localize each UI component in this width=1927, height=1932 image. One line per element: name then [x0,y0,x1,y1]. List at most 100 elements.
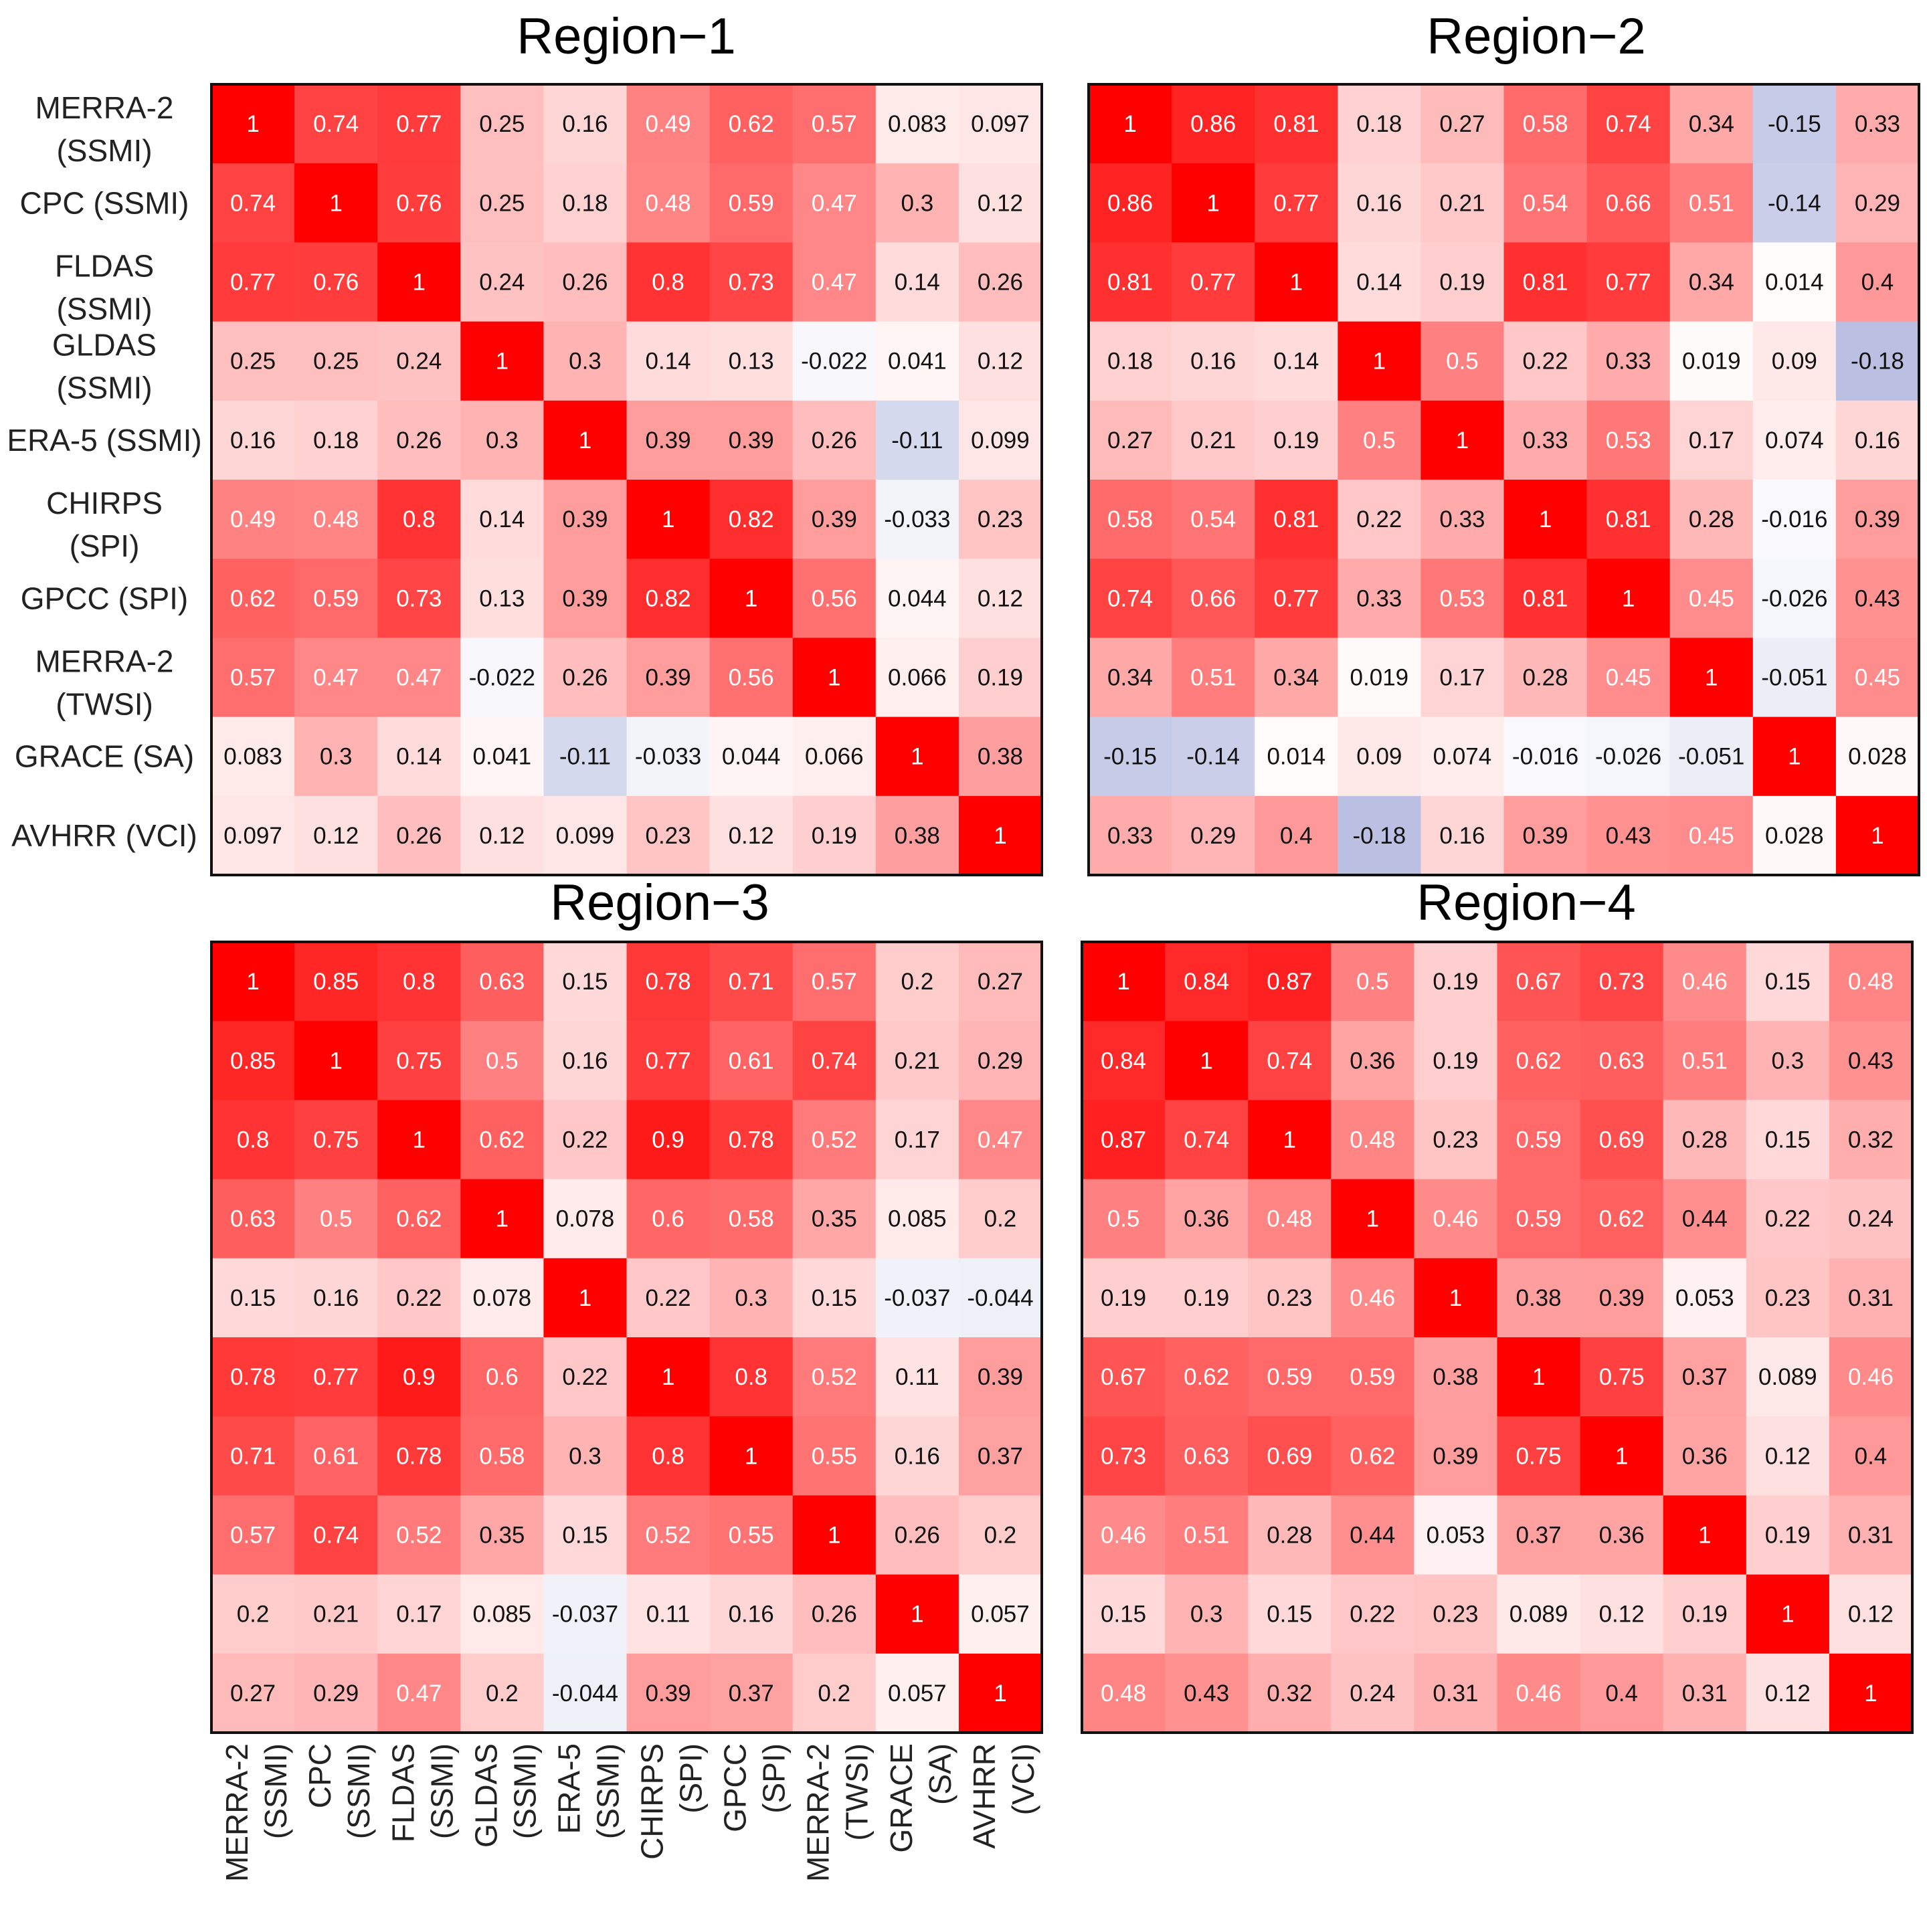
cell-value-label: 0.8 [652,1443,684,1469]
heatmap-cell [460,716,544,797]
heatmap-cell [792,321,877,401]
cell-value-label: 0.35 [812,1206,857,1232]
cell-value-label: 0.46 [1516,1680,1561,1707]
heatmap-cell [1420,163,1505,243]
heatmap-cell [1503,559,1588,638]
heatmap-cell [1414,1337,1498,1417]
heatmap-cell [1414,1021,1498,1100]
heatmap-cell [1338,638,1421,718]
cell-value-label: 0.8 [403,506,436,533]
heatmap-cell [1172,84,1255,164]
heatmap-cell [1586,242,1671,322]
cell-value-label: 0.2 [818,1680,850,1707]
cell-value-label: 0.22 [562,1364,608,1390]
cell-value-label: 0.33 [1522,427,1568,454]
heatmap-cell [377,1179,461,1259]
cell-value-label: 0.37 [729,1680,774,1707]
cell-value-label: 0.73 [1101,1443,1146,1469]
heatmap-region-4: Region−4 1 0.84 0.87 0.5 0.19 0.67 0.73 0.46 0.15… [1081,874,1914,1734]
heatmap-cell [1586,480,1671,559]
heatmap-cell [543,242,628,322]
cell-value-label: -0.026 [1595,744,1661,770]
heatmap-cell [958,400,1042,480]
cell-value-label: 0.71 [230,1443,276,1469]
cell-value-label: 0.14 [396,744,442,770]
cell-value-label: 0.31 [1848,1523,1894,1549]
heatmap-cell [1497,1574,1581,1654]
heatmap-cell [1331,1653,1414,1733]
heatmap-cell [543,1653,628,1733]
heatmap-cell [1414,1258,1498,1338]
heatmap-frame [210,941,1043,1734]
column-label: GRACE (SA) [884,1743,957,1853]
heatmap-title: Region−2 [1427,8,1646,65]
cell-value-label: 0.47 [313,665,359,691]
heatmap-cell [626,400,711,480]
cell-value-label: 0.61 [729,1048,774,1074]
heatmap-cell [543,559,628,638]
cell-value-label: 0.77 [1273,585,1319,611]
cell-value-label: 0.15 [1267,1602,1312,1628]
heatmap-cell [875,242,959,322]
heatmap-cell [1172,163,1255,243]
heatmap-cell [1165,1416,1249,1496]
heatmap-cell [211,84,295,164]
heatmap-cell [1580,942,1664,1022]
cell-value-label: 0.57 [812,969,857,995]
cell-value-label: 0.044 [888,585,947,611]
cell-value-label: 0.77 [1606,270,1651,296]
heatmap-cell [1331,942,1414,1022]
heatmap-cell [1089,559,1172,638]
cell-value-label: 0.71 [729,969,774,995]
cell-value-label: 0.48 [1267,1206,1312,1232]
cell-value-label: 0.2 [237,1602,270,1628]
cell-value-label: 0.31 [1433,1680,1478,1707]
cell-value-label: 0.46 [1350,1285,1395,1311]
cell-value-label: 0.57 [230,665,276,691]
cell-value-label: 0.089 [1509,1602,1568,1628]
heatmap-cell [1580,1179,1664,1259]
heatmap-cell [1165,1021,1249,1100]
cell-value-label: 0.87 [1101,1127,1146,1153]
cell-value-label: 0.26 [812,1602,857,1628]
cell-value-label: 0.5 [1356,969,1389,995]
heatmap-cell [626,321,711,401]
cell-value-label: 0.85 [313,969,359,995]
cell-value-label: 0.77 [396,111,442,137]
heatmap-cell [792,1258,877,1338]
heatmap-cell [1669,163,1754,243]
heatmap-cell [1752,559,1837,638]
cell-value-label: 0.4 [1855,1443,1888,1469]
cell-value-label: 0.48 [1350,1127,1395,1153]
cell-value-label: 0.8 [652,270,684,296]
cell-value-label: 0.09 [1772,349,1817,375]
heatmap-cell [958,795,1042,876]
heatmap-cell [543,638,628,718]
heatmap-cell [1746,1416,1830,1496]
heatmap-cell [1586,716,1671,797]
cell-value-label: 1 [246,969,259,995]
heatmap-cell [1338,84,1421,164]
heatmap-cell [875,84,959,164]
heatmap-cell [460,942,544,1022]
heatmap-cell [626,1021,711,1100]
cell-value-label: 0.083 [888,111,947,137]
heatmap-cell [1586,400,1671,480]
heatmap-cell [1089,400,1172,480]
heatmap-cell [460,242,544,322]
cell-value-label: 0.3 [1190,1602,1223,1628]
heatmap-cell [792,84,877,164]
heatmap-cell [211,400,295,480]
cell-value-label: 0.63 [1184,1443,1229,1469]
heatmap-frame [1081,941,1914,1734]
row-label: GLDAS (SSMI) [52,328,157,405]
heatmap-cell [792,1653,877,1733]
heatmap-frame [210,83,1043,876]
heatmap-cell [211,1416,295,1496]
heatmap-cell [1829,1179,1913,1259]
heatmap-cell [875,638,959,718]
cell-value-label: 0.26 [396,823,442,849]
cell-value-label: 0.066 [805,744,864,770]
column-label: FLDAS (SSMI) [385,1743,459,1842]
cell-value-label: 0.34 [1689,111,1734,137]
